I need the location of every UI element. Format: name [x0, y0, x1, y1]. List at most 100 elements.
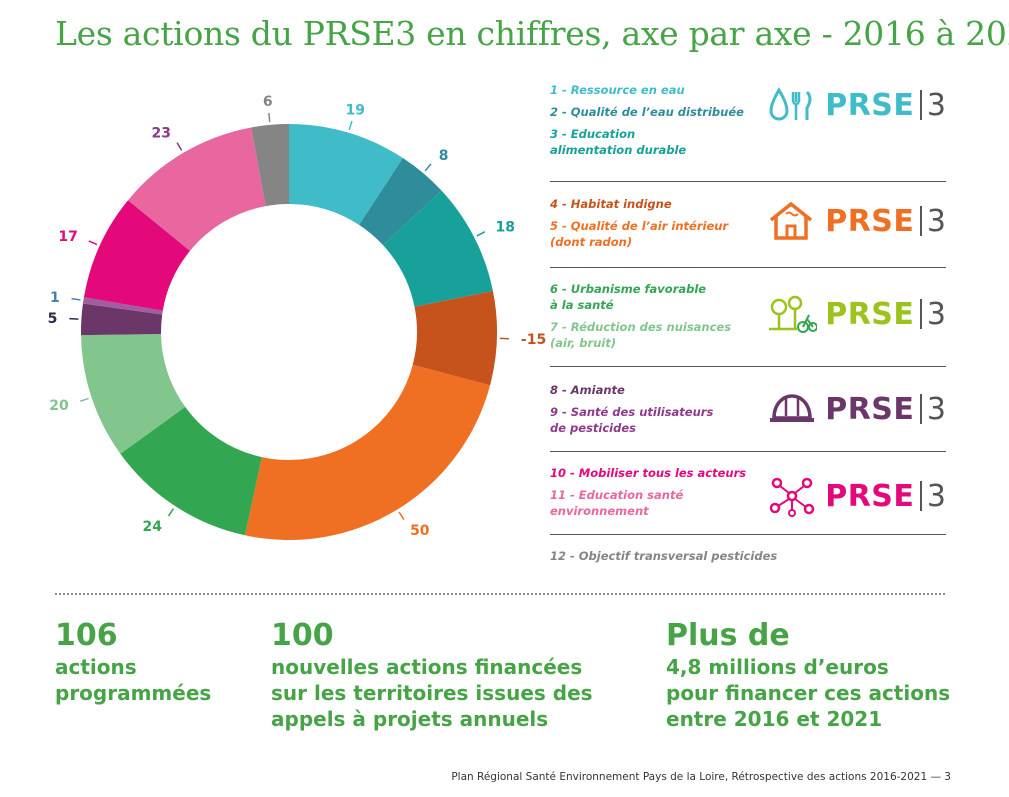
prse3-logo-water: PRSE 3: [767, 84, 946, 126]
donut-label-tick: [268, 112, 271, 122]
donut-label-tick: [167, 508, 175, 517]
prse-wordmark: PRSE: [825, 391, 915, 427]
prse-number: 3: [926, 296, 946, 332]
donut-value-label: 5: [48, 311, 58, 327]
hard-hat-icon: [770, 394, 815, 422]
donut-value-label: 23: [151, 125, 170, 141]
stat-text: 4,8 millions d’euros: [666, 655, 889, 679]
prse3-logo-mobiliser: PRSE 3: [767, 475, 946, 517]
stat-text: nouvelles actions financées: [271, 655, 583, 679]
legend-item-11: 11 - Education santé environnement: [550, 488, 684, 518]
page-title: Les actions du PRSE3 en chiffres, axe pa…: [55, 14, 1009, 53]
prse-number: 3: [926, 87, 946, 123]
donut-slice-11: [128, 127, 266, 251]
legend-item-6: 6 - Urbanisme favorable à la santé: [550, 282, 707, 312]
footer-text: Plan Régional Santé Environnement Pays d…: [451, 771, 951, 783]
water-drop-cutlery-icon: [769, 87, 812, 121]
prse3-logo-amiante: PRSE 3: [767, 388, 946, 430]
stat-text: programmées: [55, 681, 212, 705]
donut-value-label: 6: [263, 94, 273, 110]
legend-note: 12 - Objectif transversal pesticides: [550, 549, 778, 563]
prse-number: 3: [926, 203, 946, 239]
legend-item-5: 5 - Qualité de l’air intérieur (dont rad…: [550, 219, 729, 249]
logo-divider: [920, 90, 922, 120]
legend-group-mobiliser: 10 - Mobiliser tous les acteurs 11 - Edu…: [550, 465, 946, 535]
legend-separator: [550, 451, 946, 452]
prse-number: 3: [926, 478, 946, 514]
donut-label-tick: [424, 163, 432, 172]
legend-separator: [550, 366, 946, 367]
stat-number: 100: [271, 618, 334, 653]
donut-label-tick: [88, 240, 98, 246]
donut-value-label: 8: [439, 148, 449, 164]
donut-label-tick: [69, 317, 79, 320]
logo-divider: [920, 481, 922, 511]
trees-bike-icon: [769, 295, 818, 333]
logo-divider: [920, 299, 922, 329]
donut-value-label: 50: [410, 523, 430, 539]
prse3-logo-urbanisme: PRSE 3: [767, 293, 946, 335]
stat-text: appels à projets annuels: [271, 707, 549, 731]
prse-number: 3: [926, 391, 946, 427]
stat-text: sur les territoires issues des: [271, 681, 593, 705]
donut-label-tick: [71, 297, 81, 301]
stat-number: 106: [55, 618, 118, 653]
donut-value-label: 19: [346, 103, 365, 119]
prse-wordmark: PRSE: [825, 296, 915, 332]
legend-separator: [550, 534, 946, 535]
donut-label-tick: [176, 142, 183, 151]
network-icon: [769, 477, 815, 517]
stat-funding: Plus de 4,8 millions d’euros pour financ…: [666, 618, 966, 732]
donut-label-tick: [398, 511, 405, 521]
legend-group-urbanisme: 6 - Urbanisme favorable à la santé 7 - R…: [550, 281, 946, 361]
legend-item-1: 1 - Ressource en eau: [550, 83, 685, 97]
house-icon: [770, 201, 813, 240]
prse3-logo-habitat: PRSE 3: [767, 200, 946, 242]
prse-wordmark: PRSE: [825, 478, 915, 514]
donut-slice-3: [382, 190, 493, 307]
donut-slice-5: [244, 364, 491, 540]
donut-slice-10: [83, 200, 190, 311]
legend-item-4: 4 - Habitat indigne: [550, 197, 672, 211]
legend-item-9: 9 - Santé des utilisateurs de pesticides: [550, 405, 714, 435]
logo-divider: [920, 394, 922, 424]
donut-label-tick: [348, 120, 353, 131]
legend-item-3: 3 - Education alimentation durable: [550, 127, 687, 157]
logo-divider: [920, 206, 922, 236]
legend-separator: [550, 267, 946, 268]
donut-value-label: 17: [58, 229, 77, 245]
donut-chart: 19 8 18 -15 50 24 20 5 1 17 23 6: [48, 94, 546, 540]
donut-value-label: 24: [142, 519, 162, 535]
donut-label-tick: [476, 231, 486, 237]
donut-value-label: 1: [50, 290, 60, 306]
stat-text: entre 2016 et 2021: [666, 707, 883, 731]
stat-text: pour financer ces actions: [666, 681, 951, 705]
donut-slice-4: [412, 291, 497, 386]
prse-wordmark: PRSE: [825, 87, 915, 123]
donut-label-tick: [79, 397, 89, 402]
legend-group-amiante: 8 - Amiante 9 - Santé des utilisateurs d…: [550, 382, 946, 452]
legend-group-habitat: 4 - Habitat indigne 5 - Qualité de l’air…: [550, 196, 946, 266]
stat-number: Plus de: [666, 618, 790, 653]
donut-value-label: -15: [521, 332, 546, 348]
legend-item-10: 10 - Mobiliser tous les acteurs: [550, 466, 747, 480]
donut-slice-9: [82, 297, 163, 315]
stat-text: actions: [55, 655, 137, 679]
donut-slice-12: [251, 124, 289, 207]
donut-slice-7: [81, 333, 186, 454]
donut-slice-8: [81, 303, 163, 336]
donut-slice-1: [289, 124, 403, 225]
donut-slice-2: [359, 157, 442, 246]
stat-new-actions: 100 nouvelles actions financées sur les …: [271, 618, 611, 732]
legend-group-water: 1 - Ressource en eau 2 - Qualité de l’ea…: [550, 82, 946, 182]
donut-slice-6: [120, 406, 262, 536]
stat-actions: 106 actions programmées: [55, 618, 255, 706]
legend-item-7: 7 - Réduction des nuisances (air, bruit): [550, 320, 732, 350]
dotted-divider: [55, 593, 945, 595]
donut-value-label: 18: [496, 219, 515, 235]
legend-item-8: 8 - Amiante: [550, 383, 625, 397]
donut-value-label: 20: [49, 398, 69, 414]
prse-wordmark: PRSE: [825, 203, 915, 239]
legend-separator: [550, 181, 946, 182]
legend-item-2: 2 - Qualité de l’eau distribuée: [550, 105, 744, 119]
